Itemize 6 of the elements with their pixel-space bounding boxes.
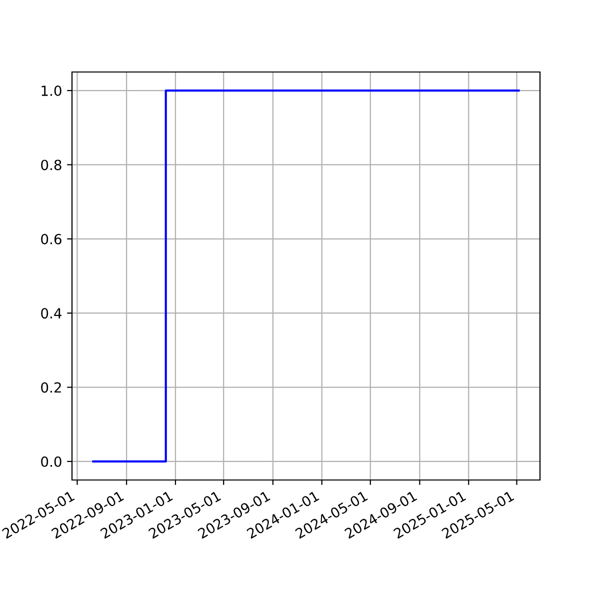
y-tick-label: 0.8 xyxy=(41,160,62,170)
y-tick-label: 0.4 xyxy=(41,308,62,319)
y-tick-label: 0.0 xyxy=(41,456,62,467)
y-tick-label: 1.0 xyxy=(42,86,62,96)
y-tick-label: 0.2 xyxy=(41,382,61,393)
y-tick-label: 0.6 xyxy=(41,234,62,244)
